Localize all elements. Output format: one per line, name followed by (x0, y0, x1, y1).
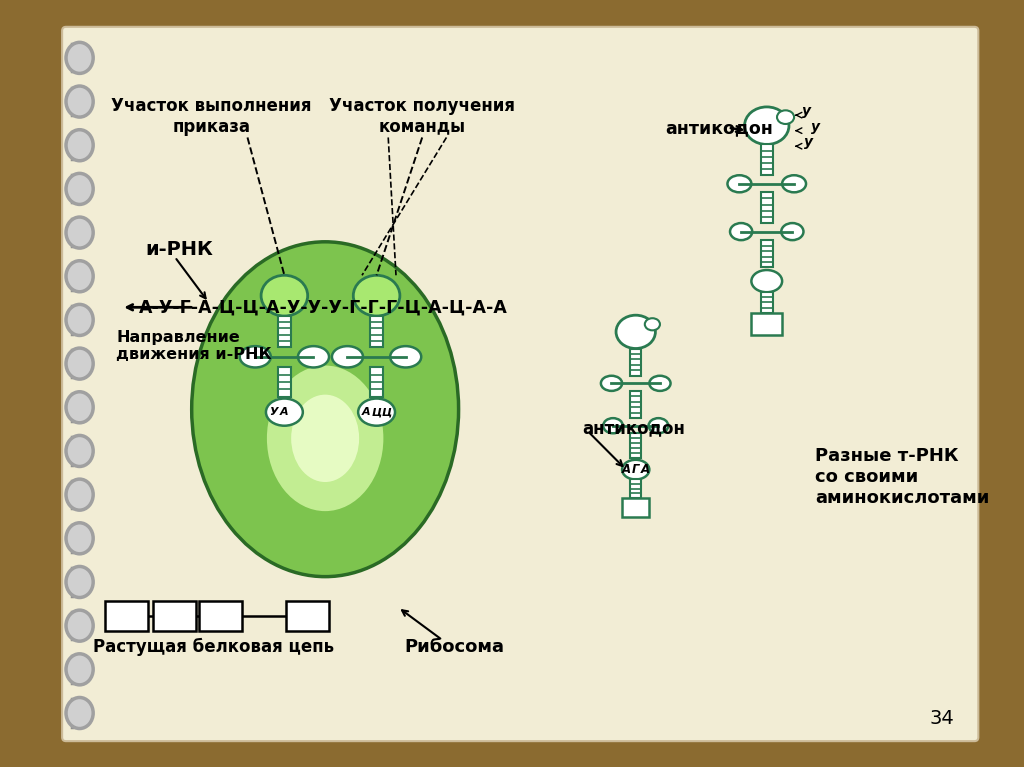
Text: Направление
движения и-РНК: Направление движения и-РНК (117, 330, 272, 362)
Text: У: У (269, 407, 278, 417)
Ellipse shape (66, 304, 93, 335)
Ellipse shape (66, 523, 93, 554)
Text: Разные т-РНК
со своими
аминокислотами: Разные т-РНК со своими аминокислотами (815, 447, 989, 507)
Ellipse shape (66, 348, 93, 379)
Text: А: А (622, 463, 631, 476)
Text: антикодон: антикодон (583, 420, 685, 438)
Text: А-У-Г-А-Ц-Ц-А-У-У-У-Г-Г-Г-Ц-А-Ц-А-А: А-У-Г-А-Ц-Ц-А-У-У-У-Г-Г-Г-Ц-А-Ц-А-А (139, 298, 508, 316)
FancyBboxPatch shape (104, 601, 147, 630)
Ellipse shape (744, 107, 788, 144)
Ellipse shape (603, 418, 623, 433)
FancyBboxPatch shape (370, 316, 383, 347)
Text: Ц: Ц (372, 407, 382, 417)
Ellipse shape (727, 175, 752, 193)
Text: Г: Г (632, 463, 639, 476)
Ellipse shape (266, 399, 303, 426)
Ellipse shape (390, 346, 421, 367)
Ellipse shape (645, 318, 659, 331)
Ellipse shape (730, 223, 753, 240)
FancyBboxPatch shape (761, 292, 773, 313)
Text: А: А (641, 463, 650, 476)
FancyBboxPatch shape (154, 601, 196, 630)
Ellipse shape (191, 242, 459, 577)
FancyBboxPatch shape (62, 27, 978, 741)
Ellipse shape (616, 315, 655, 348)
Ellipse shape (66, 130, 93, 161)
Ellipse shape (649, 376, 671, 391)
Text: у: у (802, 104, 811, 118)
Ellipse shape (298, 346, 329, 367)
Ellipse shape (781, 223, 804, 240)
Ellipse shape (66, 392, 93, 423)
Ellipse shape (601, 376, 623, 391)
Ellipse shape (240, 346, 270, 367)
FancyBboxPatch shape (752, 313, 782, 335)
Text: А: А (281, 407, 289, 417)
FancyBboxPatch shape (761, 193, 773, 223)
Text: Ц: Ц (382, 407, 392, 417)
Ellipse shape (782, 175, 806, 193)
FancyBboxPatch shape (623, 498, 649, 517)
Ellipse shape (66, 610, 93, 641)
Text: Участок выполнения
приказа: Участок выполнения приказа (112, 97, 312, 136)
Ellipse shape (332, 346, 362, 367)
Ellipse shape (267, 366, 383, 511)
Ellipse shape (623, 459, 649, 479)
FancyBboxPatch shape (761, 144, 773, 175)
Ellipse shape (353, 275, 400, 316)
FancyBboxPatch shape (278, 316, 291, 347)
Text: у: у (811, 120, 820, 133)
Text: Растущая белковая цепь: Растущая белковая цепь (93, 638, 334, 656)
FancyBboxPatch shape (631, 433, 641, 458)
Ellipse shape (358, 399, 395, 426)
Ellipse shape (66, 42, 93, 74)
Ellipse shape (66, 436, 93, 466)
Text: и-РНК: и-РНК (145, 239, 213, 258)
Ellipse shape (66, 653, 93, 685)
Text: Рибосома: Рибосома (404, 638, 504, 656)
Ellipse shape (66, 261, 93, 291)
FancyBboxPatch shape (631, 391, 641, 418)
FancyBboxPatch shape (199, 601, 242, 630)
Ellipse shape (261, 275, 307, 316)
Ellipse shape (648, 418, 669, 433)
Ellipse shape (291, 395, 359, 482)
FancyBboxPatch shape (761, 240, 773, 268)
Ellipse shape (66, 217, 93, 248)
Text: у: у (804, 135, 813, 150)
FancyBboxPatch shape (287, 601, 329, 630)
Ellipse shape (752, 270, 782, 292)
FancyBboxPatch shape (278, 367, 291, 397)
Ellipse shape (66, 86, 93, 117)
FancyBboxPatch shape (631, 348, 641, 376)
Ellipse shape (66, 479, 93, 510)
FancyBboxPatch shape (631, 479, 641, 498)
Text: 34: 34 (930, 709, 954, 728)
Text: Участок получения
команды: Участок получения команды (329, 97, 515, 136)
Ellipse shape (66, 567, 93, 597)
Ellipse shape (777, 110, 794, 124)
FancyBboxPatch shape (370, 367, 383, 397)
Text: А: А (361, 407, 371, 417)
Text: антикодон: антикодон (665, 119, 773, 137)
Ellipse shape (66, 173, 93, 205)
Ellipse shape (66, 697, 93, 729)
